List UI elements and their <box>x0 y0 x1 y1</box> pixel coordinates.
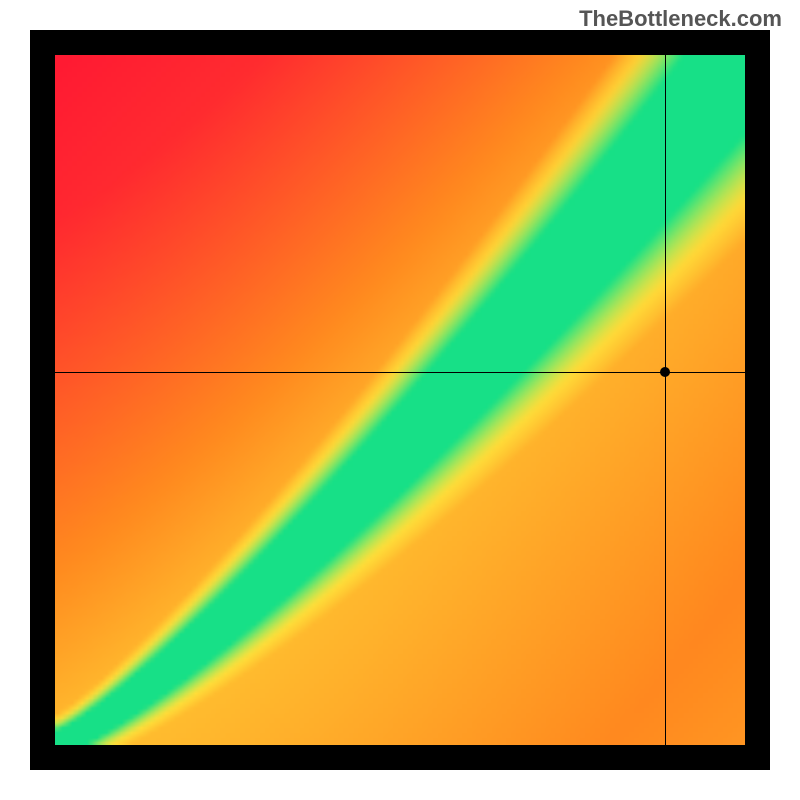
heatmap-canvas <box>55 55 745 745</box>
crosshair-vertical <box>665 55 666 745</box>
marker-dot <box>660 367 670 377</box>
watermark-text: TheBottleneck.com <box>579 6 782 32</box>
heatmap-plot <box>55 55 745 745</box>
chart-container: TheBottleneck.com <box>0 0 800 800</box>
crosshair-horizontal <box>55 372 745 373</box>
